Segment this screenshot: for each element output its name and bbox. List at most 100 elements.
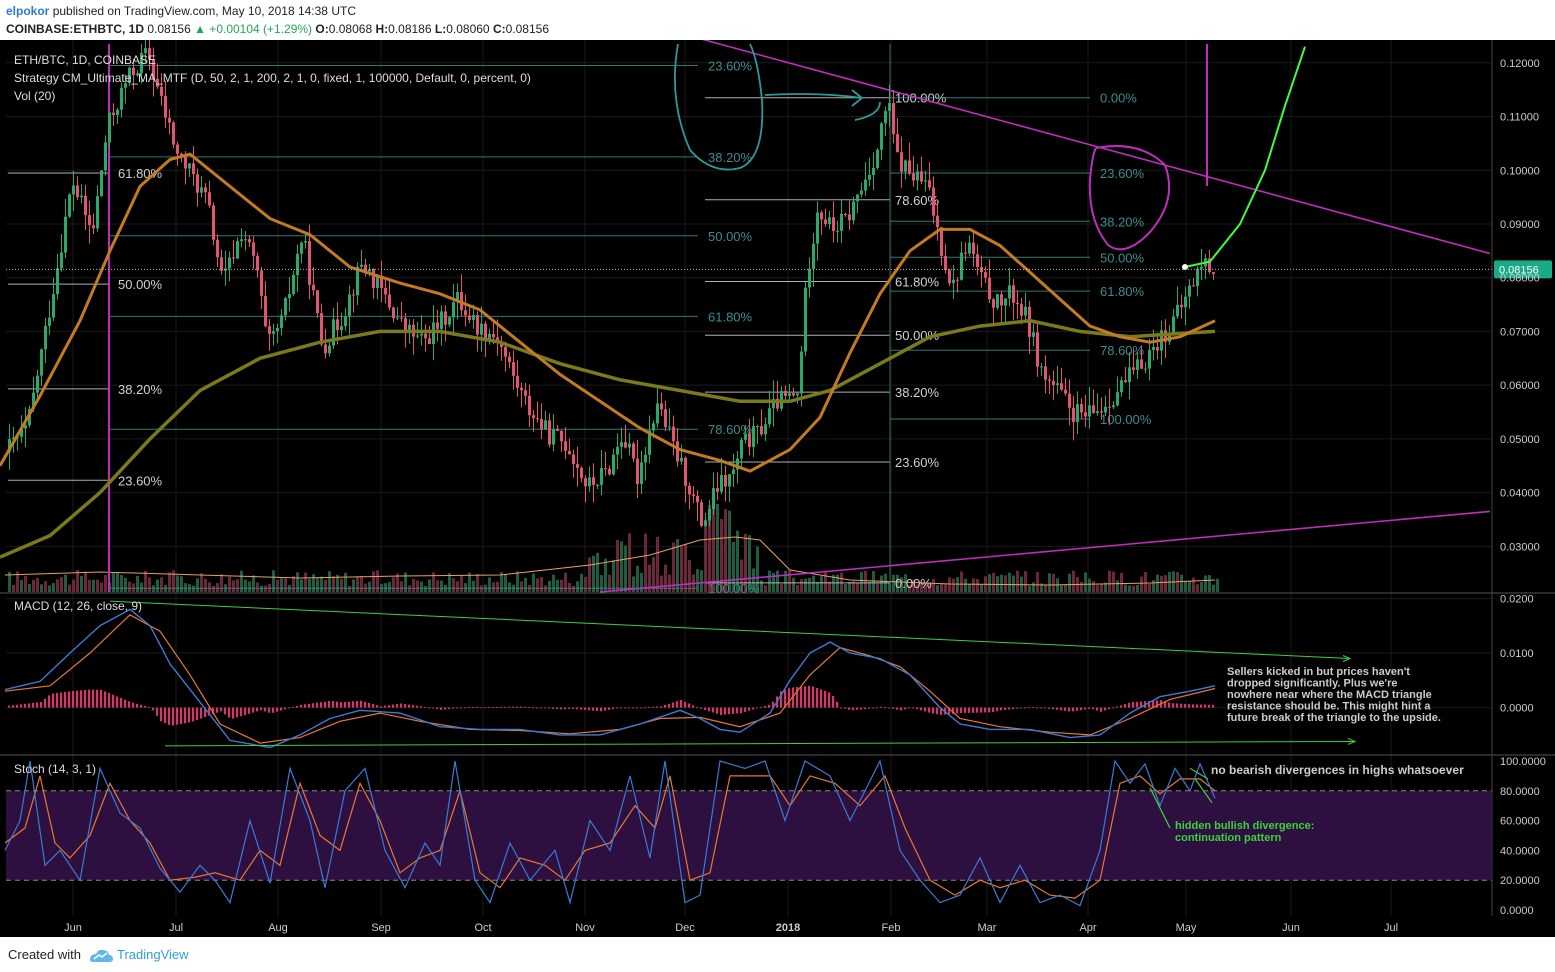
macd-hist-bar: [912, 707, 915, 709]
volume-bar: [356, 576, 359, 592]
volume-bar: [432, 572, 435, 592]
macd-hist-bar: [408, 704, 411, 708]
fib-level-label: 78.60%: [895, 193, 940, 208]
time-axis-tick: Nov: [575, 922, 595, 934]
macd-hist-bar: [1136, 701, 1139, 708]
last-price-tag-text: 0.08156: [1499, 264, 1539, 276]
volume-bar: [420, 581, 423, 592]
macd-hist-bar: [1064, 707, 1067, 711]
volume-bar: [1012, 575, 1015, 592]
volume-bar: [448, 573, 451, 592]
macd-hist-bar: [152, 707, 155, 711]
macd-hist-bar: [1196, 704, 1199, 708]
volume-bar: [924, 584, 927, 592]
volume-bar: [964, 578, 967, 592]
volume-bar: [868, 581, 871, 592]
volume-bar: [920, 582, 923, 592]
macd-hist-bar: [1192, 704, 1195, 708]
volume-bar: [244, 579, 247, 592]
macd-hist-bar: [440, 707, 443, 710]
fib-level-label: 78.60%: [118, 40, 163, 41]
candle-body: [1104, 406, 1107, 413]
macd-hist-bar: [272, 707, 275, 713]
volume-bar: [476, 573, 479, 592]
macd-hist-bar: [568, 707, 571, 709]
tradingview-logo-icon[interactable]: [88, 946, 114, 964]
candle-body: [892, 103, 895, 135]
macd-hist-bar: [884, 707, 887, 709]
candle-body: [80, 195, 83, 198]
triangle-trendline: [599, 510, 1491, 593]
macd-hist-bar: [1020, 707, 1023, 709]
stoch-k-line: [4, 759, 1216, 907]
candle-body: [744, 433, 747, 440]
time-axis-tick: Sep: [371, 922, 391, 934]
candle-body: [132, 67, 135, 76]
macd-hist-bar: [980, 707, 983, 713]
volume-bar: [1024, 571, 1027, 592]
candle-body: [300, 242, 303, 254]
macd-hist-bar: [56, 693, 59, 708]
fib-level-label: 23.60%: [895, 455, 940, 470]
macd-hist-bar: [24, 703, 27, 708]
candle-body: [228, 257, 231, 269]
volume-bar: [208, 582, 211, 592]
candle-body: [232, 257, 235, 259]
tradingview-link[interactable]: TradingView: [117, 947, 189, 962]
macd-hist-bar: [596, 707, 599, 711]
macd-hist-bar: [888, 707, 891, 709]
volume-bar: [260, 585, 263, 592]
macd-hist-bar: [240, 707, 243, 717]
volume-bar: [184, 583, 187, 592]
macd-hist-bar: [1080, 707, 1083, 711]
candle-body: [712, 488, 715, 510]
macd-hist-bar: [392, 704, 395, 708]
macd-hist-bar: [688, 703, 691, 708]
macd-hist-bar: [1124, 704, 1127, 708]
candle-body: [352, 294, 355, 296]
macd-hist-bar: [96, 689, 99, 708]
volume-bar: [624, 545, 627, 592]
candle-body: [696, 495, 699, 503]
candle-body: [1020, 304, 1023, 316]
chart-canvas[interactable]: 78.60% 61.80% 50.00% 38.20% 23.60% 23.60% 38.2…: [0, 40, 1555, 937]
candle-body: [268, 326, 271, 334]
candle-body: [856, 194, 859, 202]
volume-bar: [552, 574, 555, 592]
macd-hist-bar: [244, 707, 247, 716]
macd-hist-bar: [876, 707, 879, 709]
macd-hist-bar: [1048, 707, 1051, 709]
author-link[interactable]: elpokor: [6, 4, 50, 18]
time-axis-tick: 2018: [776, 922, 800, 934]
candle-body: [1012, 285, 1015, 303]
volume-bar: [368, 581, 371, 592]
candle-body: [1056, 383, 1059, 385]
hand-drawn-circle: [1088, 145, 1171, 251]
close-label: C:: [492, 22, 506, 36]
macd-divergence-arrowhead: [1347, 737, 1357, 745]
volume-bar: [684, 544, 687, 592]
candle-body: [84, 195, 87, 216]
macd-hist-bar: [828, 692, 831, 708]
candle-body: [564, 441, 567, 451]
macd-hist-bar: [852, 707, 855, 711]
volume-bar: [1092, 581, 1095, 592]
macd-hist-bar: [696, 706, 699, 708]
macd-hist-bar: [236, 707, 239, 718]
candle-body: [924, 180, 927, 182]
macd-hist-bar: [1040, 707, 1043, 709]
candle-body: [380, 275, 383, 289]
volume-bar: [300, 579, 303, 592]
volume-bar: [1016, 570, 1019, 592]
candle-body: [1180, 304, 1183, 308]
volume-bar: [404, 572, 407, 592]
macd-hist-bar: [976, 707, 979, 713]
macd-hist-bar: [340, 702, 343, 708]
symbol-label: COINBASE:ETHBTC, 1D: [6, 22, 145, 36]
candle-body: [548, 420, 551, 445]
candle-body: [1108, 406, 1111, 408]
candle-body: [108, 112, 111, 143]
price-axis-tick: 0.10000: [1500, 165, 1540, 177]
candle-body: [496, 337, 499, 343]
macd-hist-bar: [448, 707, 451, 710]
